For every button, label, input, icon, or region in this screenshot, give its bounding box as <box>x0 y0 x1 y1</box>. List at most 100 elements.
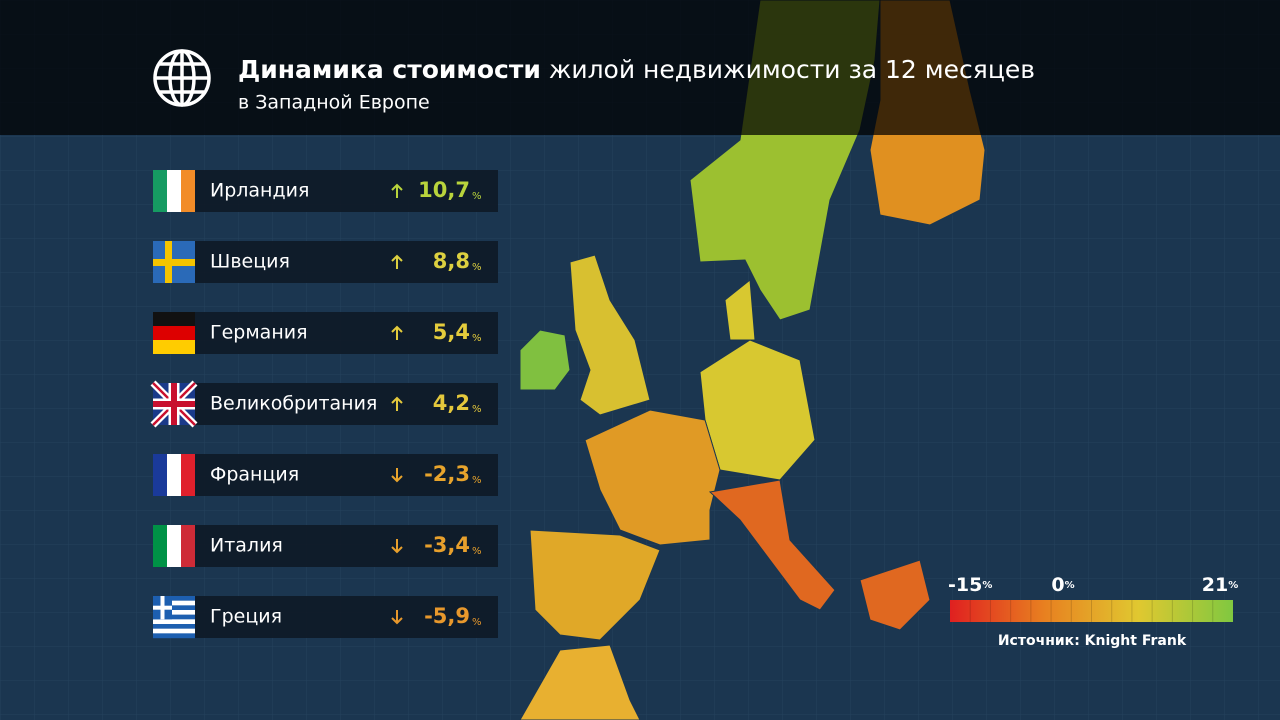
france <box>584 409 721 546</box>
legend-label: 0% <box>1051 574 1074 596</box>
value: 5,4 <box>433 320 470 344</box>
legend-label: 21% <box>1202 574 1238 596</box>
country-row: Италия -3,4% <box>153 525 498 567</box>
country-row: Франция -2,3% <box>153 454 498 496</box>
unit: % <box>472 617 482 628</box>
country-list: Ирландия 10,7 %Швеция 8,8 %Германия 5,4 %Велик… <box>150 170 498 639</box>
legend-unit: % <box>1228 580 1238 591</box>
unit: % <box>472 333 482 344</box>
subtitle: в Западной Европе <box>238 92 430 114</box>
title-bold: Динамика стоимости <box>238 55 541 84</box>
country-row: Греция -5,9% <box>153 596 498 639</box>
unit: % <box>472 475 482 486</box>
flag-stripe <box>153 624 195 629</box>
flag-stripe <box>153 596 195 601</box>
flag-stripe <box>153 619 195 625</box>
value: -2,3 <box>424 462 470 486</box>
flag-stripe <box>153 614 195 620</box>
flag-stripe <box>153 628 195 634</box>
uk <box>569 254 651 416</box>
flag-stripe <box>153 633 195 639</box>
value: 4,2 <box>433 391 470 415</box>
row-bar <box>195 454 498 496</box>
flag-cross <box>153 605 172 610</box>
denmark <box>724 279 756 341</box>
flag-stripe <box>153 600 195 606</box>
flag <box>153 241 195 283</box>
legend-value: 21 <box>1202 574 1228 596</box>
row-bar <box>195 312 498 354</box>
legend-unit: % <box>982 580 992 591</box>
country-name: Франция <box>210 464 299 486</box>
title: Динамика стоимости жилой недвижимости за… <box>238 55 1035 84</box>
source: Источник: Knight Frank <box>998 633 1187 649</box>
flag <box>153 312 195 354</box>
arrow-up <box>391 183 403 198</box>
legend-value: -15 <box>948 574 982 596</box>
arrow-up <box>391 254 403 269</box>
value: -5,9 <box>424 604 470 628</box>
header-bar <box>0 0 1280 135</box>
italy <box>708 479 836 611</box>
legend-unit: % <box>1065 580 1075 591</box>
country-row: Германия 5,4% <box>153 312 498 354</box>
value: 8,8 <box>433 249 470 273</box>
country-name: Италия <box>210 535 283 557</box>
row-bar <box>195 170 498 212</box>
flag-stripe <box>153 610 195 615</box>
country-name: Германия <box>210 322 308 344</box>
legend-bar <box>950 600 1233 622</box>
flag <box>153 170 195 212</box>
arrow-down <box>391 468 403 483</box>
flag-stripe <box>167 454 181 496</box>
unit: % <box>472 404 482 415</box>
unit: % <box>472 546 482 557</box>
flag-stripe <box>153 454 167 496</box>
ireland <box>519 329 571 391</box>
country-name: Ирландия <box>210 180 309 202</box>
arrow-up <box>391 396 403 411</box>
germany <box>699 339 816 481</box>
greece <box>859 559 931 631</box>
arrow-down <box>391 610 403 625</box>
row-bar <box>195 525 498 567</box>
flag-stripe <box>181 525 195 567</box>
north-africa <box>519 644 641 720</box>
row-bar <box>195 596 498 638</box>
legend-value: 0 <box>1051 574 1064 596</box>
flag <box>153 454 195 496</box>
flag-stripe <box>153 326 195 340</box>
legend: -15% 0% 21% <box>948 574 1238 622</box>
arrow-up <box>391 325 403 340</box>
row-bar <box>195 383 498 425</box>
country-row: Швеция 8,8% <box>153 241 498 283</box>
country-row: Ирландия 10,7% <box>153 170 498 212</box>
unit: % <box>472 191 482 202</box>
country-name: Швеция <box>210 251 290 273</box>
flag-stripe <box>153 605 195 611</box>
legend-label: -15% <box>948 574 992 596</box>
country-row: Великобритания 4,2% <box>150 380 498 428</box>
flag-stripe <box>181 170 195 212</box>
globe-icon <box>153 49 211 107</box>
flag-stripe <box>167 170 181 212</box>
flag <box>150 380 198 428</box>
value: 10,7 <box>418 178 470 202</box>
flag-stripe <box>153 312 195 326</box>
country-name: Великобритания <box>210 393 377 415</box>
arrow-down <box>391 539 403 554</box>
value: -3,4 <box>424 533 470 557</box>
flag-stripe <box>153 525 167 567</box>
flag-stripe <box>153 170 167 212</box>
flag-stripe <box>153 340 195 354</box>
country-name: Греция <box>210 606 282 628</box>
flag-cross <box>153 259 195 266</box>
spain <box>529 529 661 641</box>
flag-stripe <box>167 525 181 567</box>
unit: % <box>472 262 482 273</box>
row-bar <box>195 241 498 283</box>
flag <box>153 596 195 639</box>
flag-stripe <box>181 454 195 496</box>
flag <box>153 525 195 567</box>
